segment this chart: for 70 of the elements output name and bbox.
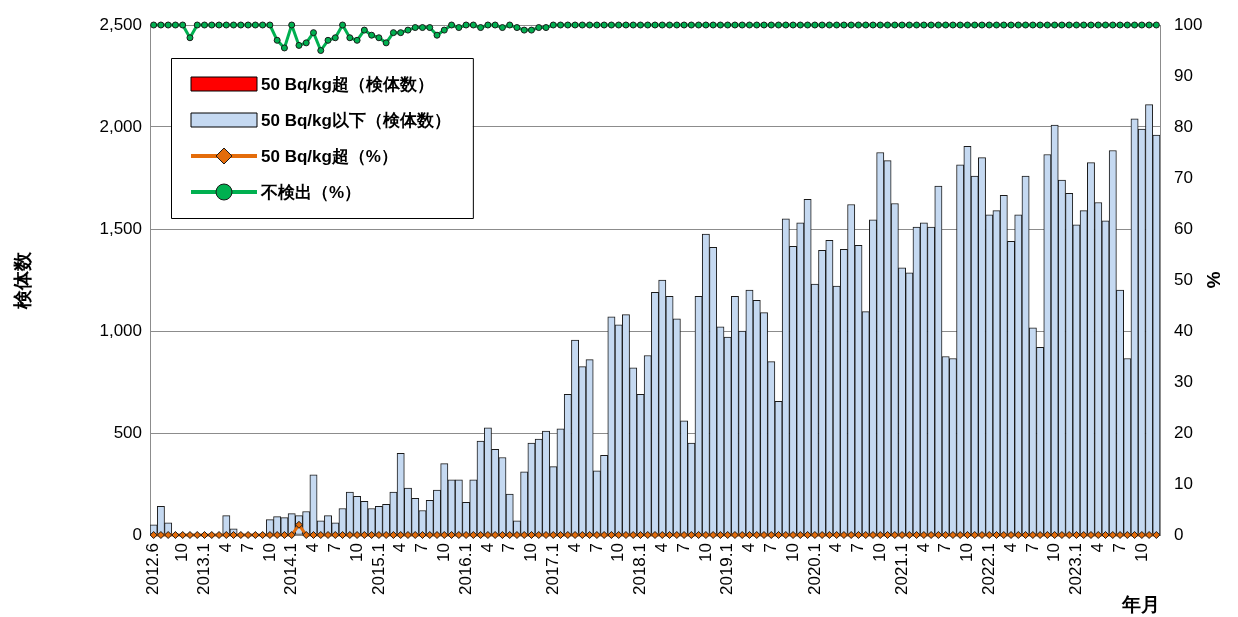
x-tick-label: 4 bbox=[477, 543, 497, 553]
x-tick-label: 4 bbox=[564, 543, 584, 553]
x-tick-label: 4 bbox=[739, 543, 759, 553]
y-tick-label: 0 bbox=[132, 524, 142, 544]
x-tick-label: 2012.6 bbox=[143, 543, 163, 595]
x-tick-label: 2015.1 bbox=[368, 543, 388, 595]
x-tick-label: 2022.1 bbox=[978, 543, 998, 595]
x-tick-label: 10 bbox=[695, 543, 715, 562]
y2-tick-label: 50 bbox=[1174, 269, 1193, 289]
x-tick-label: 10 bbox=[1044, 543, 1064, 562]
x-tick-label: 10 bbox=[259, 543, 279, 562]
legend-label: 50 Bq/kg以下（検体数） bbox=[261, 110, 451, 130]
x-tick-label: 2013.1 bbox=[194, 543, 214, 595]
y-tick-label: 500 bbox=[113, 422, 142, 442]
x-tick-label: 4 bbox=[1087, 543, 1107, 553]
y2-tick-label: 0 bbox=[1174, 524, 1184, 544]
x-tick-label: 7 bbox=[499, 543, 519, 553]
x-tick-label: 4 bbox=[913, 543, 933, 553]
x-tick-label: 7 bbox=[237, 543, 257, 553]
y2-tick-label: 100 bbox=[1174, 14, 1203, 34]
y2-tick-label: 60 bbox=[1174, 218, 1193, 238]
x-axis-title: 年月 bbox=[1121, 593, 1160, 615]
x-tick-label: 10 bbox=[346, 543, 366, 562]
x-tick-label: 7 bbox=[673, 543, 693, 553]
x-tick-label: 10 bbox=[957, 543, 977, 562]
x-tick-label: 2023.1 bbox=[1066, 543, 1086, 595]
x-tick-label: 4 bbox=[651, 543, 671, 553]
y2-tick-label: 70 bbox=[1174, 167, 1193, 187]
y-axis-title: 検体数 bbox=[11, 250, 33, 310]
legend-label: 不検出（%） bbox=[260, 182, 362, 202]
y2-tick-label: 30 bbox=[1174, 371, 1193, 391]
y2-axis-title: % bbox=[1203, 271, 1225, 289]
x-tick-label: 7 bbox=[1109, 543, 1129, 553]
x-tick-label: 2016.1 bbox=[455, 543, 475, 595]
y-tick-label: 1,000 bbox=[99, 320, 142, 340]
x-tick-label: 4 bbox=[826, 543, 846, 553]
y2-tick-label: 20 bbox=[1174, 422, 1193, 442]
x-tick-label: 7 bbox=[412, 543, 432, 553]
y2-tick-label: 90 bbox=[1174, 65, 1193, 85]
x-tick-label: 7 bbox=[848, 543, 868, 553]
x-tick-label: 2014.1 bbox=[281, 543, 301, 595]
x-tick-label: 7 bbox=[1022, 543, 1042, 553]
x-tick-label: 4 bbox=[1000, 543, 1020, 553]
x-tick-label: 2019.1 bbox=[717, 543, 737, 595]
legend-label: 50 Bq/kg超（検体数） bbox=[261, 74, 434, 94]
y-tick-label: 2,500 bbox=[99, 14, 142, 34]
x-tick-label: 4 bbox=[390, 543, 410, 553]
x-tick-label: 10 bbox=[608, 543, 628, 562]
x-tick-label: 10 bbox=[869, 543, 889, 562]
x-tick-label: 7 bbox=[935, 543, 955, 553]
x-tick-label: 10 bbox=[782, 543, 802, 562]
x-tick-label: 4 bbox=[215, 543, 235, 553]
x-tick-label: 2018.1 bbox=[630, 543, 650, 595]
x-tick-label: 7 bbox=[760, 543, 780, 553]
x-tick-label: 7 bbox=[324, 543, 344, 553]
x-tick-label: 2020.1 bbox=[804, 543, 824, 595]
x-tick-label: 10 bbox=[433, 543, 453, 562]
x-tick-label: 10 bbox=[172, 543, 192, 562]
legend-label: 50 Bq/kg超（%） bbox=[261, 146, 398, 166]
x-tick-label: 4 bbox=[303, 543, 323, 553]
y2-tick-label: 10 bbox=[1174, 473, 1193, 493]
y-tick-label: 2,000 bbox=[99, 116, 142, 136]
x-tick-label: 2021.1 bbox=[891, 543, 911, 595]
x-tick-label: 7 bbox=[586, 543, 606, 553]
x-tick-label: 10 bbox=[521, 543, 541, 562]
y2-tick-label: 80 bbox=[1174, 116, 1193, 136]
y-tick-label: 1,500 bbox=[99, 218, 142, 238]
x-tick-label: 2017.1 bbox=[542, 543, 562, 595]
y2-tick-label: 40 bbox=[1174, 320, 1193, 340]
x-tick-label: 10 bbox=[1131, 543, 1151, 562]
